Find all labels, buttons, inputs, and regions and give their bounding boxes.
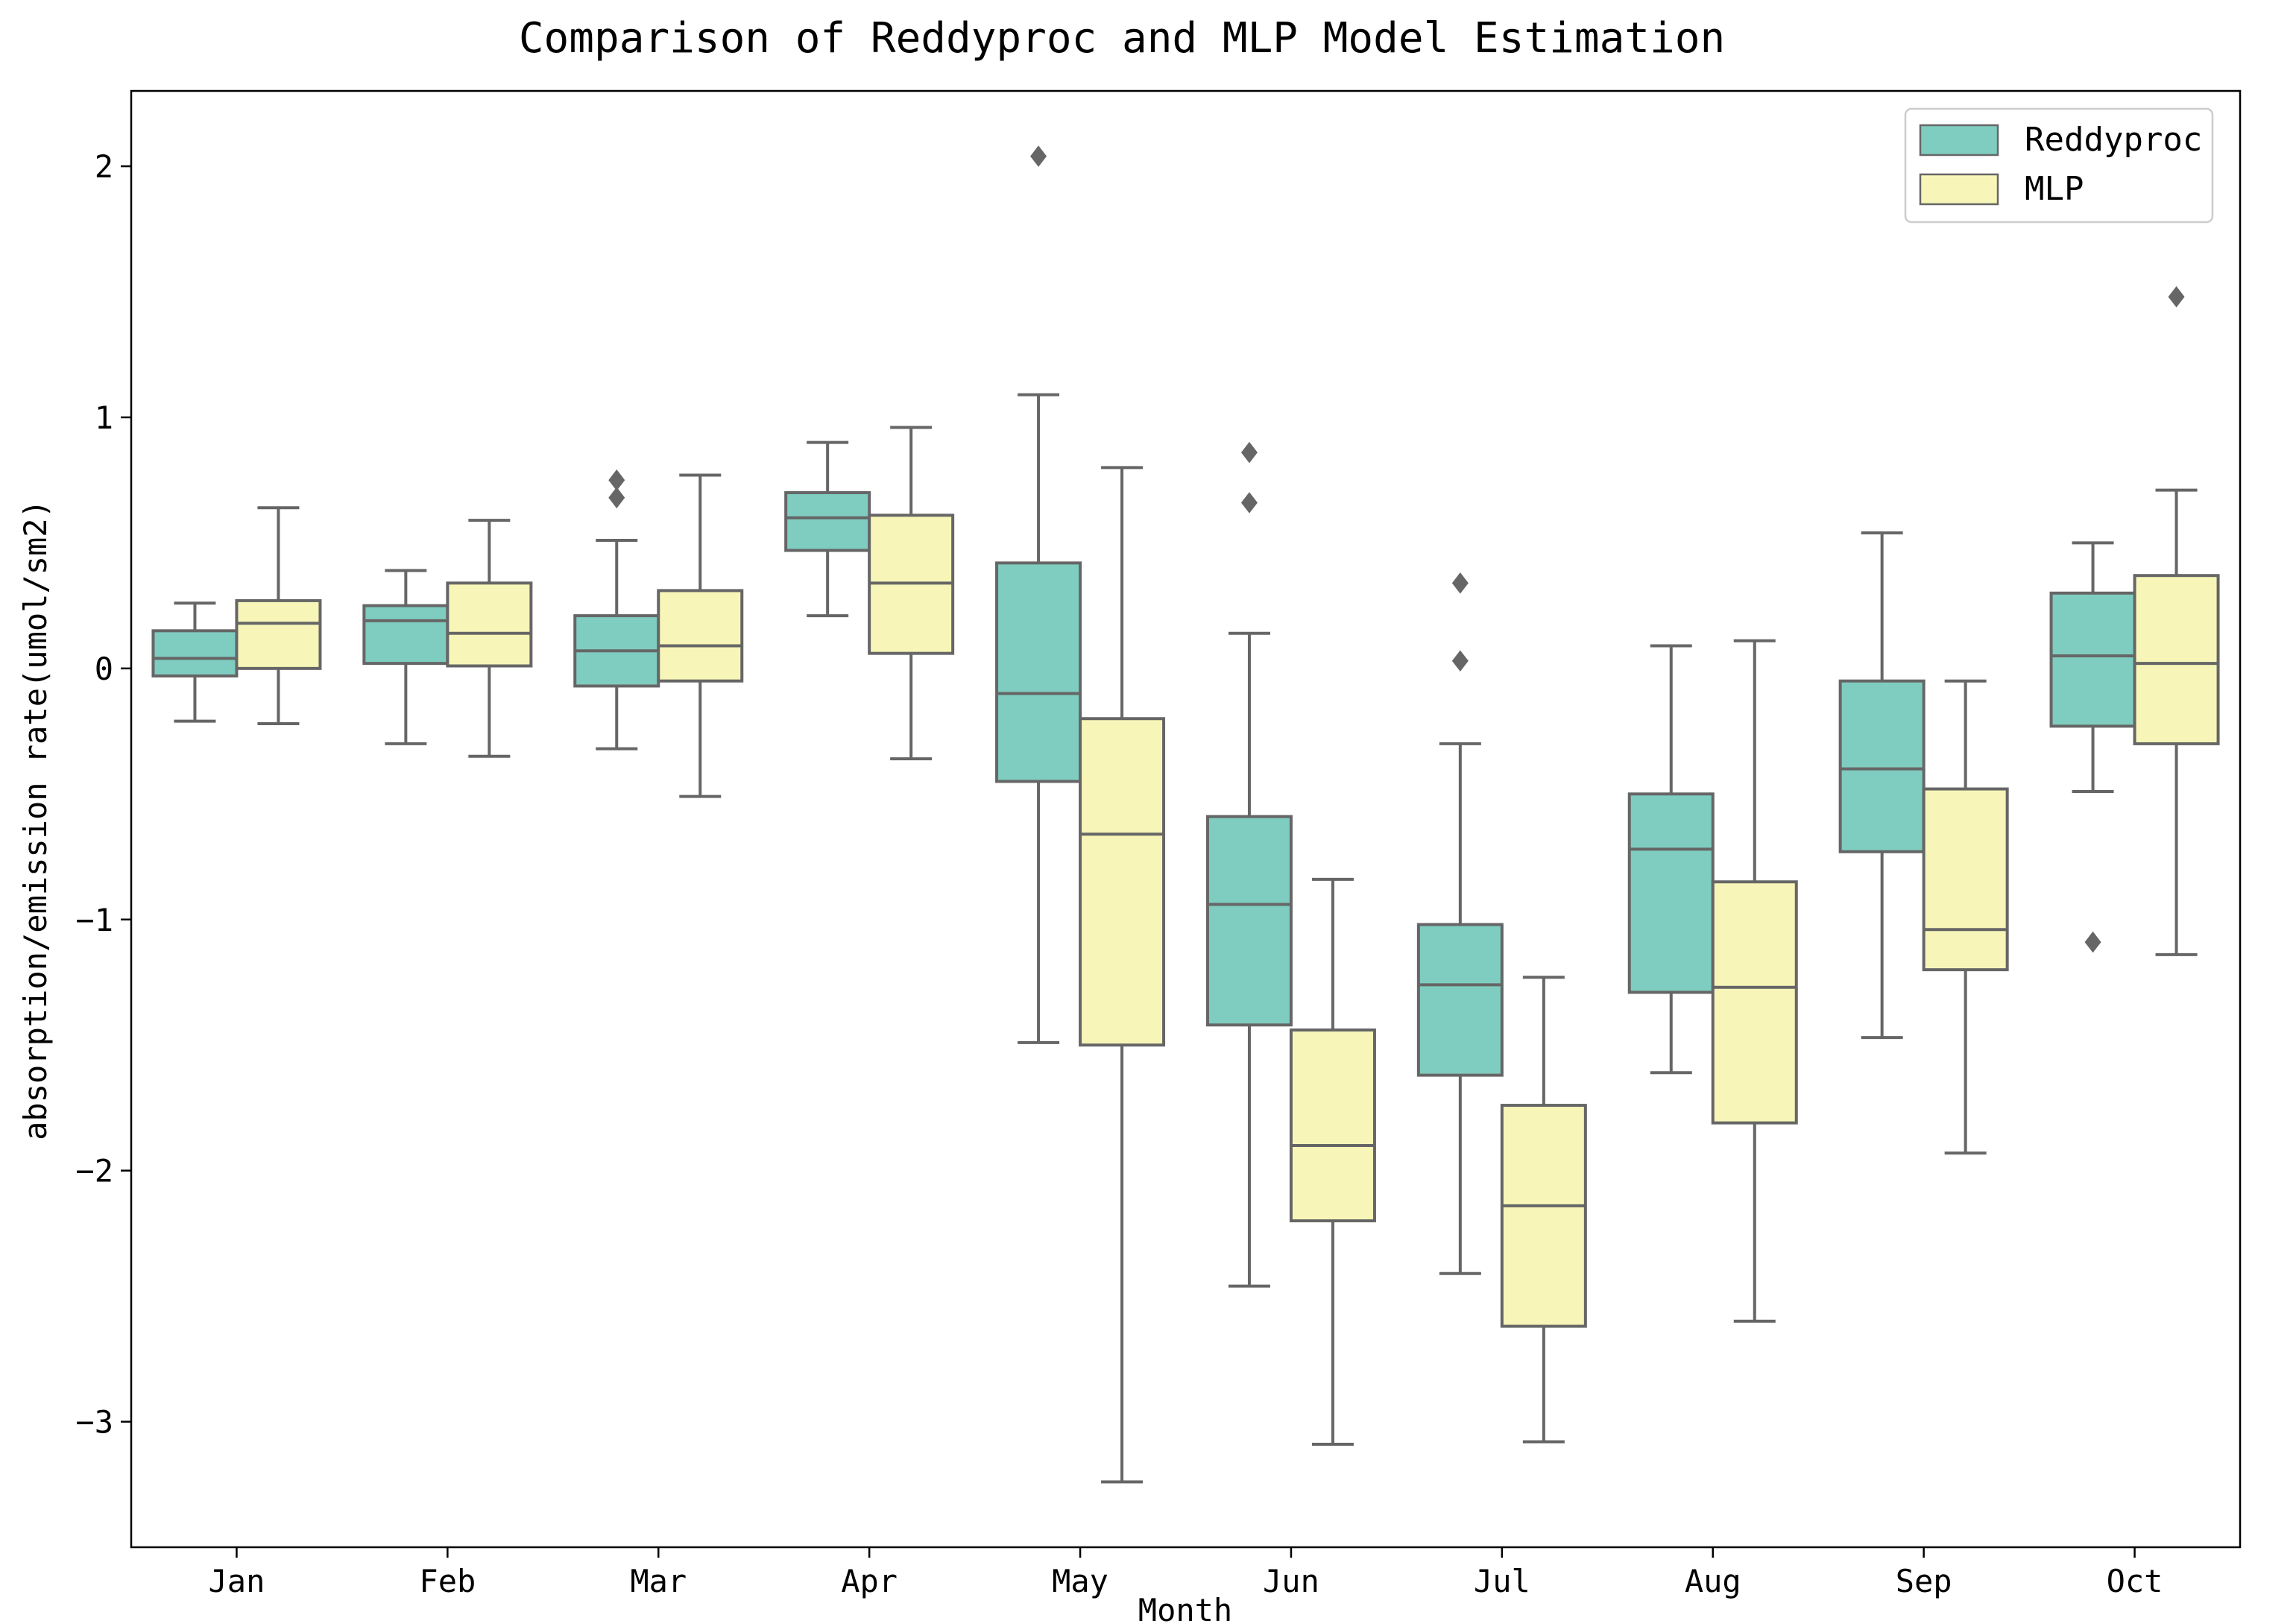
plot-area: −3 −2 −1 0 1 2 Jan Feb Mar Apr May Jun Jul Aug Sep Oct <box>75 89 2242 1599</box>
outlier-point <box>1240 492 1258 514</box>
box-iqr <box>235 598 322 670</box>
y-tick-label: −1 <box>75 902 113 938</box>
y-tick-label: 0 <box>95 651 113 687</box>
x-tick-label: Apr <box>841 1563 898 1599</box>
box-reddyproc-sep <box>1838 531 1926 1040</box>
y-tick-label: 2 <box>95 148 113 185</box>
box-reddyproc-aug <box>1627 644 1715 1075</box>
box-reddyproc-oct <box>2049 541 2136 953</box>
box-reddyproc-mar <box>573 469 660 751</box>
box-iqr <box>1416 923 1504 1077</box>
box-mlp-aug <box>1711 639 1798 1323</box>
outlier-point <box>1240 441 1258 464</box>
box-mlp-jun <box>1289 877 1376 1446</box>
box-reddyproc-jan <box>151 601 239 723</box>
box-iqr <box>1627 792 1715 994</box>
x-tick-label: Mar <box>630 1563 687 1599</box>
outlier-point <box>1030 145 1047 167</box>
box-reddyproc-feb <box>362 569 450 745</box>
box-iqr <box>2049 591 2136 728</box>
x-tick-label: Jun <box>1263 1563 1319 1599</box>
chart-title: Comparison of Reddyproc and MLP Model Es… <box>519 14 1725 63</box>
box-mlp-apr <box>868 426 955 761</box>
outlier-point <box>608 487 625 509</box>
plot-frame <box>130 89 2242 1549</box>
box-reddyproc-may <box>995 145 1082 1044</box>
box-mlp-mar <box>657 473 744 798</box>
box-iqr <box>1500 1104 1587 1328</box>
x-axis-label: Month <box>1138 1592 1232 1624</box>
box-iqr <box>1289 1028 1376 1223</box>
y-tick-label: −3 <box>75 1404 113 1441</box>
box-iqr <box>1711 880 1798 1125</box>
outlier-point <box>608 469 625 491</box>
box-mlp-feb <box>446 519 533 758</box>
legend: Reddyproc MLP <box>1904 107 2214 224</box>
outlier-point <box>1451 572 1469 594</box>
box-mlp-sep <box>1922 679 2009 1155</box>
box-iqr <box>362 604 450 666</box>
outlier-point <box>1451 650 1469 672</box>
box-iqr <box>2133 574 2220 745</box>
box-mlp-oct <box>2133 285 2220 956</box>
box-reddyproc-apr <box>784 440 871 618</box>
box-iqr <box>1838 679 1926 853</box>
legend-label-reddyproc: Reddyproc <box>2025 121 2202 159</box>
box-reddyproc-jul <box>1416 572 1504 1275</box>
outlier-point <box>2168 285 2185 308</box>
x-tick-label: Jan <box>209 1563 265 1599</box>
x-tick-label: Sep <box>1896 1563 1952 1599</box>
box-mlp-jul <box>1500 976 1587 1444</box>
box-reddyproc-jun <box>1205 441 1293 1288</box>
box-iqr <box>995 561 1082 783</box>
box-iqr <box>446 581 533 668</box>
box-iqr <box>1079 717 1166 1047</box>
box-iqr <box>784 491 871 552</box>
x-tick-label: Oct <box>2107 1563 2163 1599</box>
legend-swatch-reddyproc <box>1919 124 1999 157</box>
box-iqr <box>657 589 744 683</box>
box-iqr <box>1205 815 1293 1027</box>
outlier-point <box>2084 931 2101 953</box>
box-iqr <box>151 629 239 677</box>
box-mlp-may <box>1079 466 1166 1484</box>
y-tick-label: 1 <box>95 399 113 436</box>
x-tick-label: Jul <box>1474 1563 1530 1599</box>
legend-swatch-mlp <box>1919 173 1999 206</box>
legend-label-mlp: MLP <box>2025 170 2084 208</box>
box-mlp-jan <box>235 506 322 725</box>
x-tick-label: Aug <box>1685 1563 1741 1599</box>
x-tick-label: Feb <box>419 1563 476 1599</box>
box-iqr <box>1922 787 2009 972</box>
y-tick-label: −2 <box>75 1153 113 1189</box>
x-tick-label: May <box>1052 1563 1108 1599</box>
y-axis-label: absorption/emission rate(umol/sm2) <box>17 499 54 1140</box>
